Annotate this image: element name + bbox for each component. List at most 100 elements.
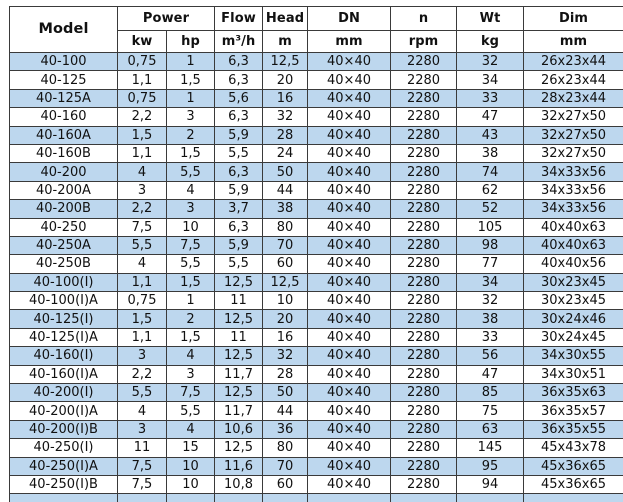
cell-speed: 2280 xyxy=(391,420,457,438)
cell-speed: 2280 xyxy=(391,126,457,144)
cell-dn: 40×40 xyxy=(308,218,391,236)
cell-flow: 11 xyxy=(215,292,263,310)
cell-flow: 5,6 xyxy=(215,89,263,107)
cell-model: 40-200(I)A xyxy=(10,402,118,420)
cell-model: 40-200B xyxy=(10,200,118,218)
cell-head: 32 xyxy=(263,347,308,365)
cell-power-kw: 5,5 xyxy=(118,236,167,254)
cell-power-hp: 5,5 xyxy=(167,402,215,420)
cell-flow: 5,9 xyxy=(215,181,263,199)
cell-power-kw: 7,5 xyxy=(118,475,167,493)
cell-dimensions: 34x33x56 xyxy=(524,200,623,218)
cell-dimensions: 32x27x50 xyxy=(524,144,623,162)
cell-speed: 2280 xyxy=(391,273,457,291)
cell-speed: 2280 xyxy=(391,53,457,71)
cell-weight: 47 xyxy=(457,108,524,126)
cell-head-clipped xyxy=(263,494,308,502)
cell-head: 28 xyxy=(263,365,308,383)
cell-model: 40-250(I) xyxy=(10,439,118,457)
cell-power-hp: 3 xyxy=(167,365,215,383)
cell-weight: 52 xyxy=(457,200,524,218)
cell-weight: 33 xyxy=(457,328,524,346)
cell-dn: 40×40 xyxy=(308,420,391,438)
cell-power-hp: 7,5 xyxy=(167,384,215,402)
cell-head: 32 xyxy=(263,108,308,126)
header-n: n xyxy=(391,7,457,31)
cell-model: 40-125 xyxy=(10,71,118,89)
cell-dimensions: 30x23x45 xyxy=(524,273,623,291)
cell-flow: 5,9 xyxy=(215,126,263,144)
cell-dimensions: 34x30x55 xyxy=(524,347,623,365)
cell-power-kw: 1,1 xyxy=(118,273,167,291)
cell-power-kw: 1,1 xyxy=(118,328,167,346)
cell-head: 60 xyxy=(263,255,308,273)
cell-weight: 95 xyxy=(457,457,524,475)
cell-power-hp: 2 xyxy=(167,310,215,328)
cell-dn: 40×40 xyxy=(308,365,391,383)
header-unit-dn: mm xyxy=(308,31,391,53)
cell-power-kw: 0,75 xyxy=(118,53,167,71)
cell-power-hp: 10 xyxy=(167,218,215,236)
cell-flow: 6,3 xyxy=(215,218,263,236)
cell-flow: 5,5 xyxy=(215,255,263,273)
cell-dimensions: 30x23x45 xyxy=(524,292,623,310)
cell-power-kw: 2,2 xyxy=(118,200,167,218)
cell-flow: 12,5 xyxy=(215,273,263,291)
cell-speed: 2280 xyxy=(391,218,457,236)
header-dim: Dim xyxy=(524,7,623,31)
cell-power-kw: 1,1 xyxy=(118,71,167,89)
cell-power-hp: 10 xyxy=(167,475,215,493)
header-head: Head xyxy=(263,7,308,31)
cell-head: 16 xyxy=(263,89,308,107)
cell-dn: 40×40 xyxy=(308,328,391,346)
cell-head: 70 xyxy=(263,457,308,475)
cell-dimensions: 32x27x50 xyxy=(524,126,623,144)
cell-power-kw: 11 xyxy=(118,439,167,457)
cell-head: 28 xyxy=(263,126,308,144)
header-power: Power xyxy=(118,7,215,31)
cell-power-hp: 5,5 xyxy=(167,163,215,181)
cell-dimensions: 30x24x46 xyxy=(524,310,623,328)
cell-head: 16 xyxy=(263,328,308,346)
cell-dimensions: 26x23x44 xyxy=(524,53,623,71)
cell-speed: 2280 xyxy=(391,163,457,181)
cell-speed: 2280 xyxy=(391,200,457,218)
cell-dimensions: 34x33x56 xyxy=(524,163,623,181)
header-wt: Wt xyxy=(457,7,524,31)
cell-dn: 40×40 xyxy=(308,402,391,420)
header-row-group: Model Power Flow Head DN n Wt Dim xyxy=(10,7,623,31)
cell-weight: 43 xyxy=(457,126,524,144)
cell-power-hp: 5,5 xyxy=(167,255,215,273)
header-flow: Flow xyxy=(215,7,263,31)
cell-power-kw: 2,2 xyxy=(118,108,167,126)
cell-dn-clipped xyxy=(308,494,391,502)
cell-dimensions: 32x27x50 xyxy=(524,108,623,126)
cell-dimensions-clipped xyxy=(524,494,623,502)
cell-weight-clipped xyxy=(457,494,524,502)
cell-head: 50 xyxy=(263,163,308,181)
